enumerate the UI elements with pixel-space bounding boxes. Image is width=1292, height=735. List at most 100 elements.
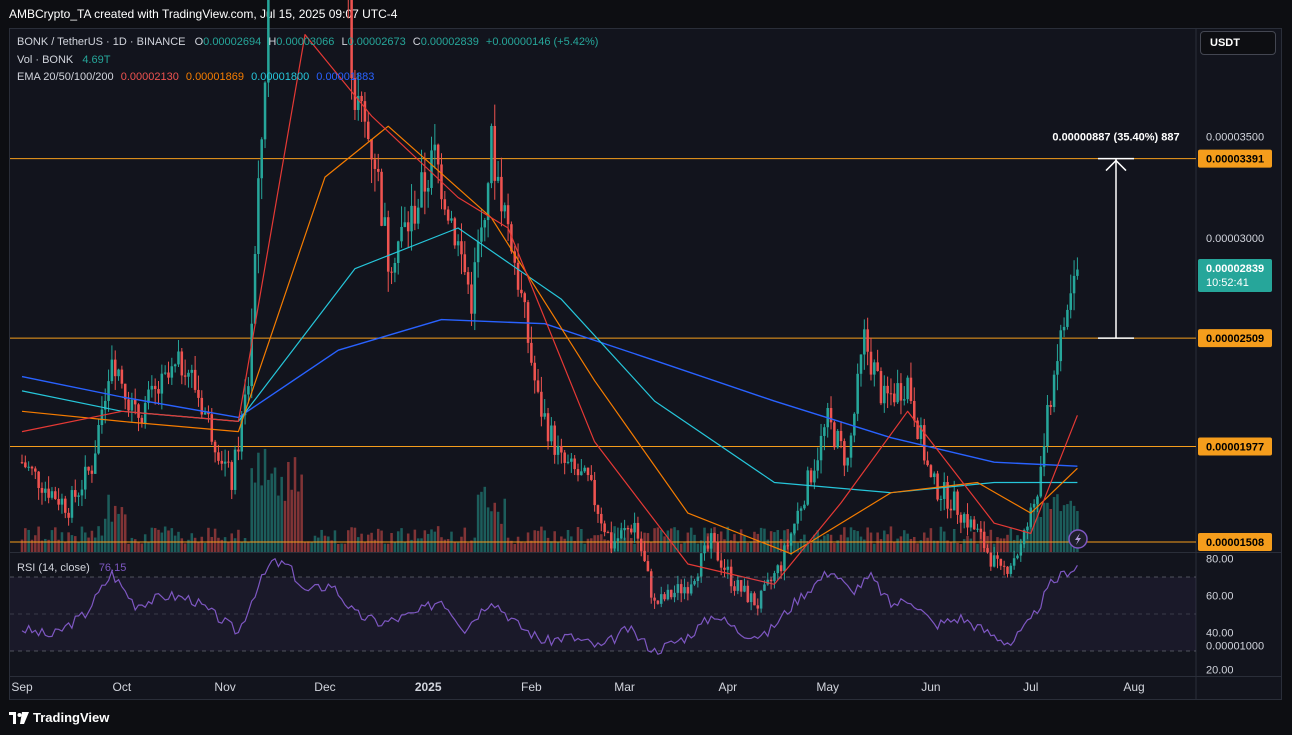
candle-body	[783, 545, 786, 572]
candle-body	[173, 364, 177, 367]
volume-bar	[543, 530, 546, 552]
volume-bar	[586, 538, 590, 552]
volume-bar	[213, 528, 217, 552]
candle-body	[463, 254, 467, 273]
candle-body	[536, 380, 540, 392]
candle-body	[972, 519, 976, 530]
candle-body	[586, 467, 590, 476]
candle-body	[113, 359, 117, 377]
candle-body	[386, 217, 390, 272]
volume-bar	[223, 537, 227, 552]
volume-bar	[859, 536, 863, 552]
volume-bar	[863, 539, 866, 552]
candle-body	[979, 528, 983, 532]
volume-bar	[666, 530, 670, 552]
candles-group	[20, 0, 1079, 616]
volume-legend: Vol · BONK 4.69T	[17, 54, 110, 66]
candle-body	[80, 489, 84, 496]
candle-body	[353, 78, 357, 110]
candle-body	[157, 389, 160, 394]
candle-body	[446, 209, 450, 221]
candle-body	[833, 422, 836, 448]
volume-bar	[879, 539, 883, 552]
low-value: 0.00002673	[347, 36, 406, 48]
volume-bar	[440, 537, 443, 552]
candle-body	[856, 373, 859, 414]
ema20-line	[21, 33, 1078, 585]
close-value: 0.00002839	[420, 36, 479, 48]
volume-bar	[703, 527, 706, 552]
candle-body	[952, 491, 956, 511]
volume-bar	[999, 538, 1003, 552]
candle-body	[616, 538, 620, 542]
ema50-value: 0.00001869	[185, 71, 245, 83]
candle-body	[646, 561, 650, 572]
volume-bar	[516, 536, 520, 552]
high-label: H	[268, 36, 277, 48]
candle-body	[823, 427, 826, 436]
volume-bar	[799, 538, 803, 552]
volume-bar	[523, 542, 526, 552]
volume-bar	[347, 530, 350, 552]
candle-body	[550, 425, 553, 442]
candle-body	[723, 567, 726, 570]
volume-bar	[976, 543, 979, 552]
measure-label: 0.00000887 (35.40%) 887	[1052, 132, 1179, 144]
candle-body	[40, 487, 44, 493]
volume-bar	[896, 538, 899, 552]
candle-body	[896, 383, 899, 403]
volume-bar	[929, 528, 933, 552]
candle-body	[600, 513, 603, 524]
candle-body	[623, 527, 626, 531]
volume-bar	[606, 540, 610, 552]
candle-body	[636, 522, 640, 539]
volume-bar	[546, 537, 550, 552]
volume-bar	[550, 541, 553, 552]
volume-bar	[74, 536, 77, 552]
ema200-value: 0.00001883	[316, 71, 375, 83]
volume-bar	[77, 541, 80, 552]
candle-body	[1009, 565, 1013, 574]
volume-bar	[633, 543, 636, 552]
candle-body	[839, 430, 843, 442]
price-tick-label: 0.00003500	[1206, 131, 1264, 143]
candle-body	[250, 323, 253, 387]
candle-body	[859, 354, 863, 374]
candle-body	[809, 470, 813, 483]
volume-bar	[590, 538, 593, 552]
candle-body	[453, 218, 457, 246]
volume-bar	[230, 533, 234, 552]
candle-body	[443, 199, 447, 210]
volume-bar	[227, 542, 230, 552]
candle-body	[373, 159, 377, 169]
candle-body	[986, 548, 989, 553]
volume-bar	[290, 489, 293, 552]
candle-body	[666, 589, 670, 600]
candle-body	[573, 458, 576, 470]
currency-button[interactable]: USDT	[1200, 31, 1276, 55]
candle-body	[796, 510, 800, 524]
volume-bar	[566, 529, 570, 552]
candle-body	[992, 555, 996, 567]
candle-body	[773, 573, 776, 582]
time-axis-label: Jul	[1023, 680, 1038, 694]
volume-bar	[50, 530, 54, 552]
volume-bar	[759, 527, 763, 552]
candle-body	[716, 542, 720, 561]
volume-bar	[87, 537, 90, 552]
candle-body	[197, 389, 200, 398]
candle-body	[100, 409, 104, 426]
volume-bar	[287, 461, 290, 552]
candle-body	[177, 351, 180, 365]
candle-body	[846, 457, 849, 466]
candle-body	[590, 475, 593, 480]
candle-body	[829, 408, 833, 423]
volume-bar	[1069, 500, 1073, 552]
candle-body	[929, 465, 933, 477]
volume-bar	[297, 491, 300, 552]
candle-body	[356, 95, 360, 110]
candle-body	[217, 452, 220, 461]
volume-bar	[573, 540, 576, 552]
volume-bar	[150, 527, 154, 552]
